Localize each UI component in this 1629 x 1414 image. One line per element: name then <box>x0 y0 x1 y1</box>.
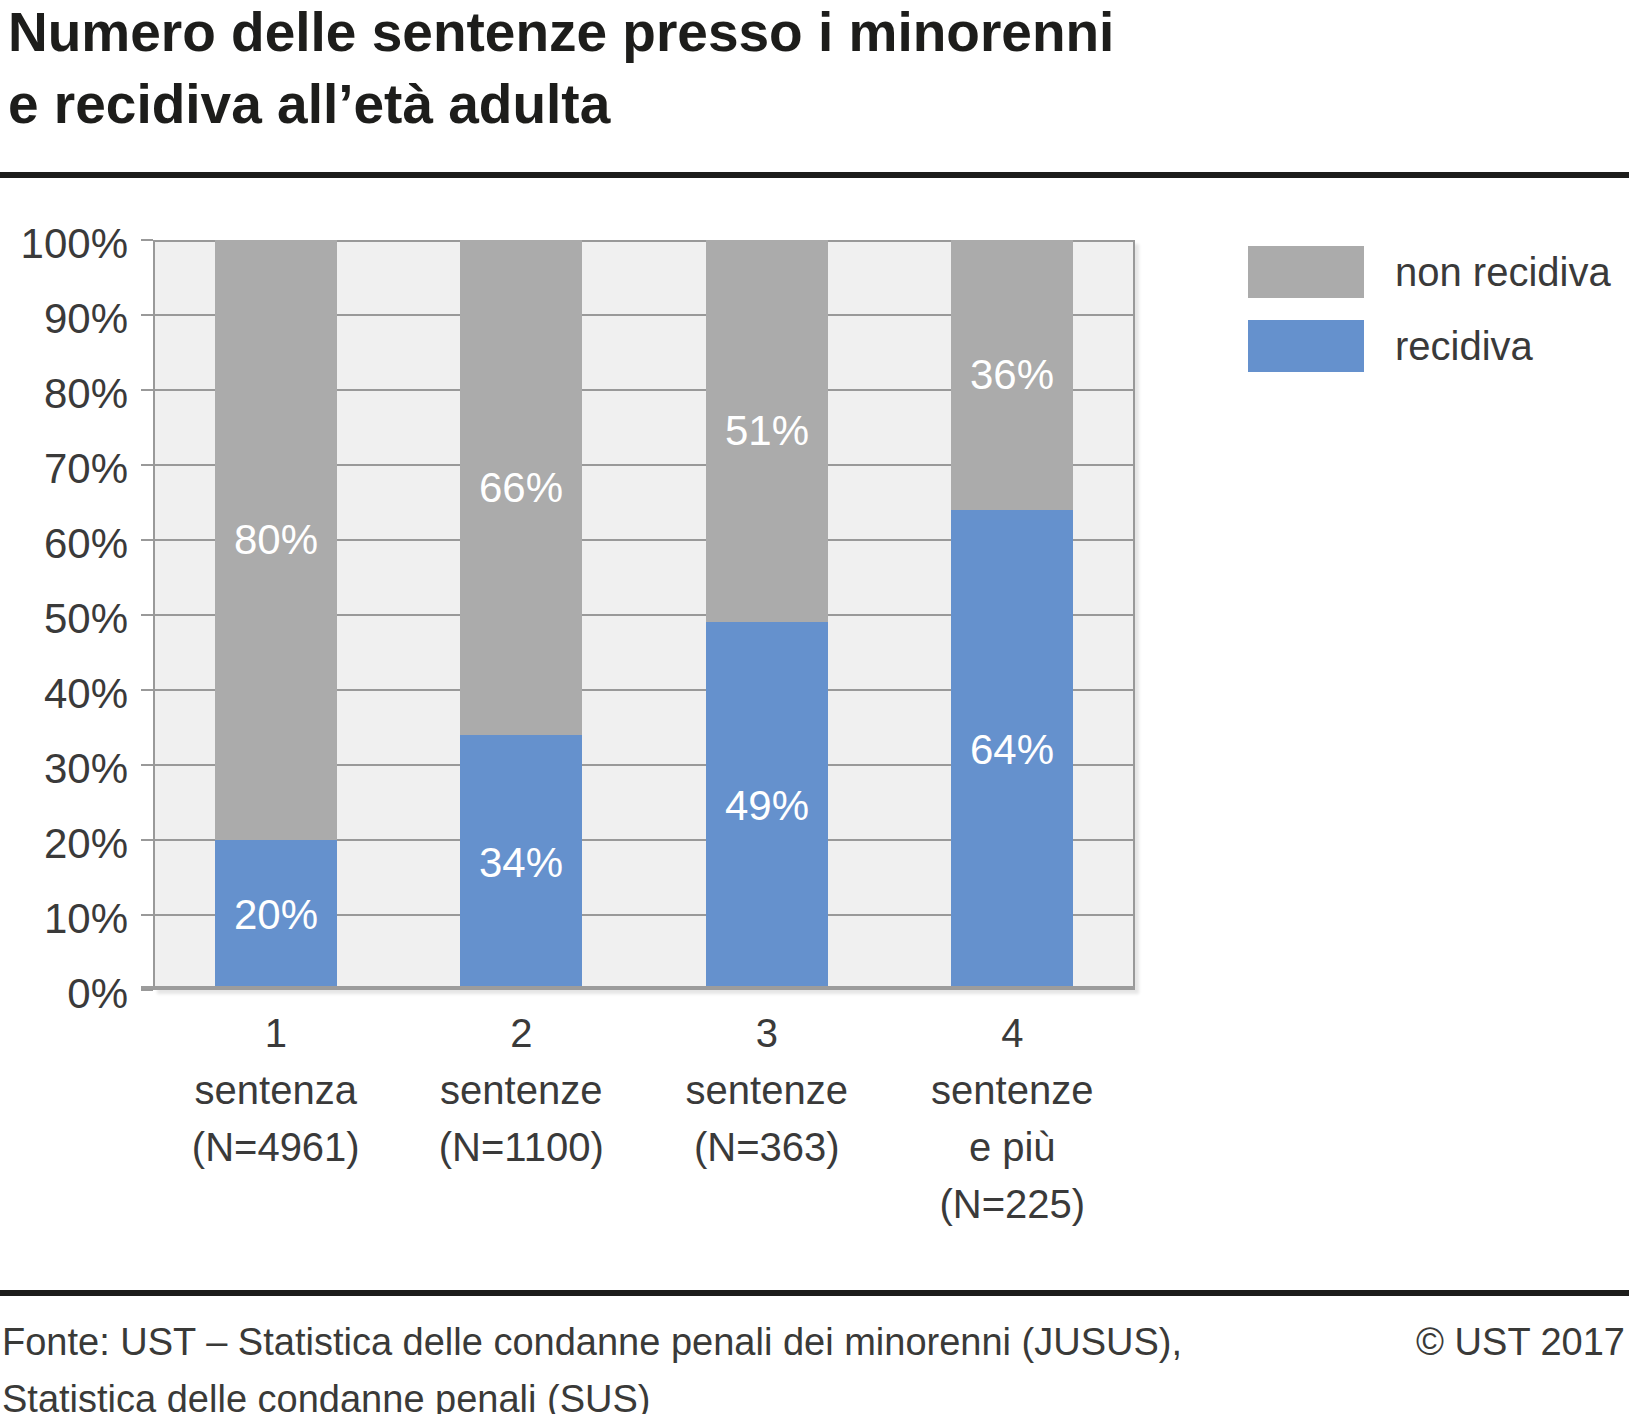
source-text: Fonte: UST – Statistica delle condanne p… <box>2 1314 1252 1414</box>
legend-item-non-recidiva: non recidiva <box>1248 246 1611 298</box>
y-axis-label: 50% <box>0 598 128 640</box>
bar-segment-recidiva: 64% <box>951 510 1073 990</box>
bar-segment-non-recidiva: 36% <box>951 240 1073 510</box>
legend-swatch-recidiva <box>1248 320 1364 372</box>
copyright-text: © UST 2017 <box>1416 1314 1625 1371</box>
bar-group: 80% 20% <box>215 240 337 990</box>
plot-left-border <box>153 240 155 990</box>
bar-segment-non-recidiva: 51% <box>706 240 828 622</box>
legend-label-non-recidiva: non recidiva <box>1395 250 1611 295</box>
x-axis-label: 1 sentenza (N=4961) <box>146 1005 406 1176</box>
x-axis-label: 4 sentenze e più (N=225) <box>882 1005 1142 1233</box>
bar-value-recidiva: 49% <box>706 784 828 828</box>
bar-segment-recidiva: 20% <box>215 840 337 990</box>
legend: non recidiva recidiva <box>1248 246 1611 394</box>
y-axis-label: 100% <box>0 223 128 265</box>
plot-area: 80% 20% 66% 34% 51% 49% 36% 64% <box>153 240 1135 990</box>
y-tick <box>141 614 153 616</box>
bar-segment-non-recidiva: 80% <box>215 240 337 840</box>
bar-value-recidiva: 20% <box>215 893 337 937</box>
bar-value-non-recidiva: 66% <box>460 466 582 510</box>
y-axis-label: 70% <box>0 448 128 490</box>
y-axis-label: 30% <box>0 748 128 790</box>
y-tick <box>141 839 153 841</box>
bar-value-non-recidiva: 80% <box>215 518 337 562</box>
y-axis-label: 90% <box>0 298 128 340</box>
bar-value-recidiva: 34% <box>460 841 582 885</box>
y-axis-label: 40% <box>0 673 128 715</box>
bar-group: 36% 64% <box>951 240 1073 990</box>
bar-segment-recidiva: 34% <box>460 735 582 990</box>
y-tick <box>141 914 153 916</box>
x-axis-line <box>141 986 1135 990</box>
y-tick <box>141 464 153 466</box>
y-axis-label: 20% <box>0 823 128 865</box>
x-axis-label: 2 sentenze (N=1100) <box>391 1005 651 1176</box>
y-tick <box>141 314 153 316</box>
stacked-bar-chart: 0% 10% 20% 30% 40% 50% 60% 70% 80% 90% 100% 80% 20%… <box>0 0 1629 1280</box>
x-axis-label: 3 sentenze (N=363) <box>637 1005 897 1176</box>
bar-group: 51% 49% <box>706 240 828 990</box>
bar-value-non-recidiva: 36% <box>951 353 1073 397</box>
bar-value-recidiva: 64% <box>951 728 1073 772</box>
plot-right-border <box>1133 240 1135 990</box>
bar-value-non-recidiva: 51% <box>706 409 828 453</box>
y-tick <box>141 989 153 991</box>
legend-swatch-non-recidiva <box>1248 246 1364 298</box>
y-tick <box>141 689 153 691</box>
bar-segment-non-recidiva: 66% <box>460 240 582 735</box>
footer-divider <box>0 1290 1629 1296</box>
y-tick <box>141 239 153 241</box>
y-axis-label: 10% <box>0 898 128 940</box>
chart-page: Numero delle sentenze presso i minorenni… <box>0 0 1629 1414</box>
legend-label-recidiva: recidiva <box>1395 324 1533 369</box>
legend-item-recidiva: recidiva <box>1248 320 1611 372</box>
bar-group: 66% 34% <box>460 240 582 990</box>
y-axis-label: 60% <box>0 523 128 565</box>
y-tick <box>141 389 153 391</box>
y-tick <box>141 539 153 541</box>
bar-segment-recidiva: 49% <box>706 622 828 990</box>
y-axis-label: 80% <box>0 373 128 415</box>
y-tick <box>141 764 153 766</box>
y-axis-label: 0% <box>0 973 128 1015</box>
